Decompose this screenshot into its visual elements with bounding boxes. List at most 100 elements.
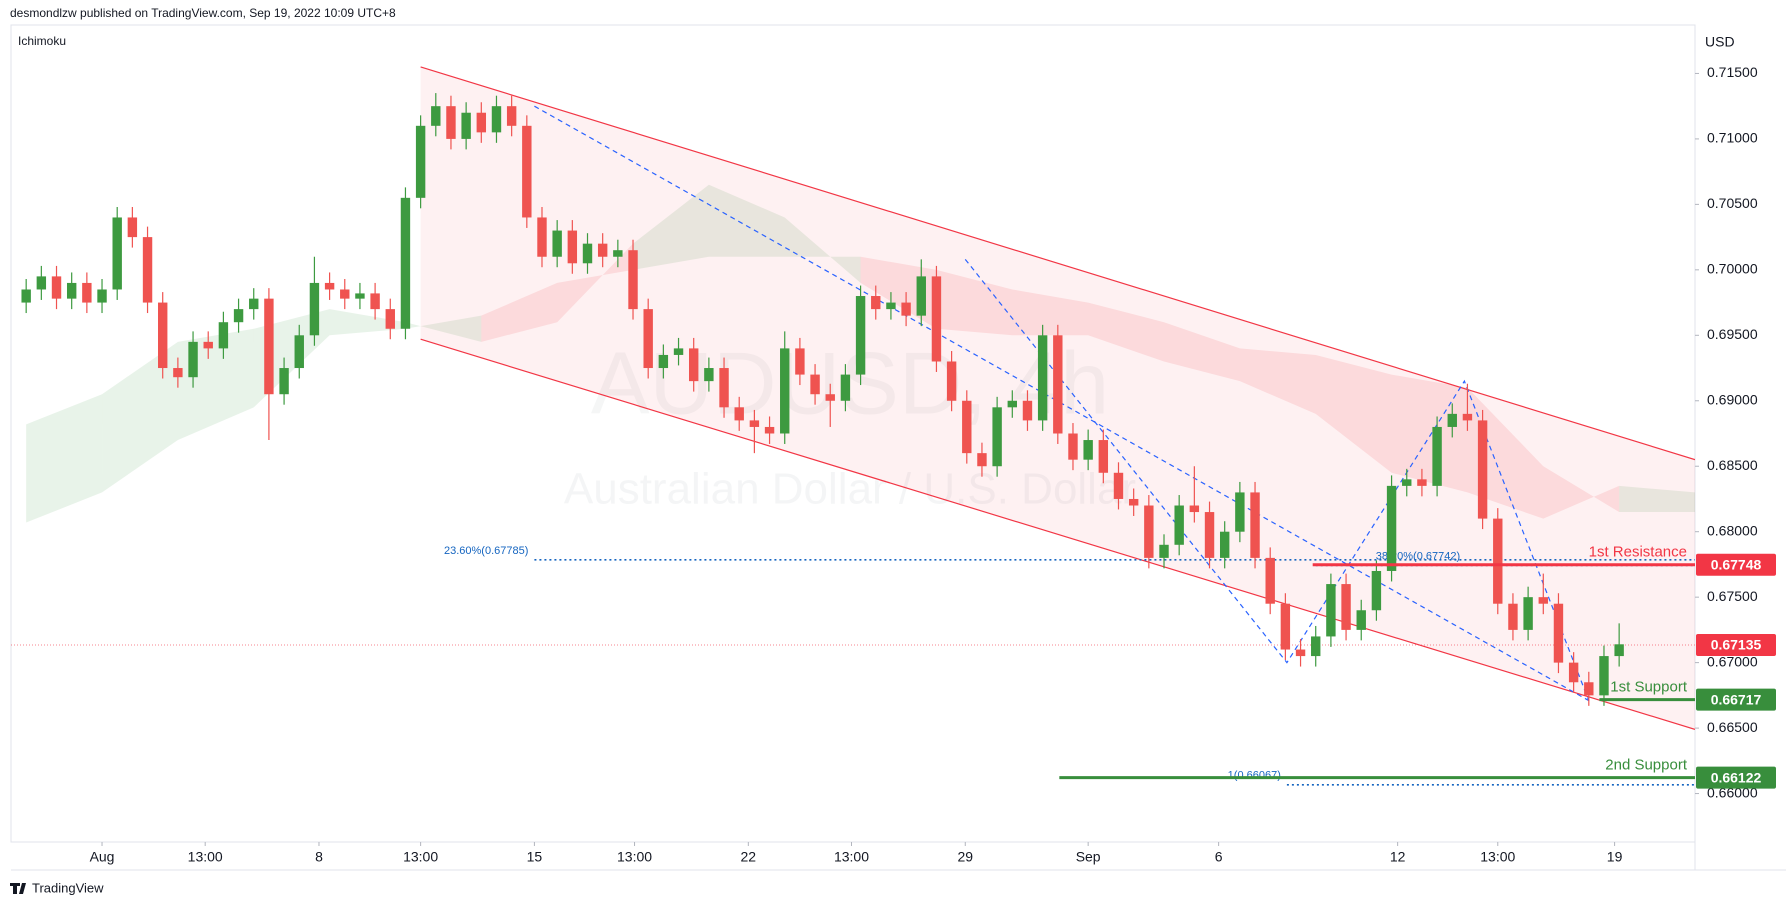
- ichimoku-cloud: [481, 282, 558, 342]
- y-tick-label: 0.70000: [1707, 261, 1758, 277]
- candle-body: [1235, 492, 1245, 532]
- candle-body: [370, 293, 380, 310]
- candle-body: [51, 276, 62, 299]
- price-box-label: 0.66122: [1711, 769, 1762, 785]
- candle-body: [1128, 498, 1139, 506]
- candle-body: [218, 322, 229, 349]
- candle-body: [309, 282, 320, 336]
- candle-body: [855, 296, 866, 375]
- level-label: 2nd Support: [1605, 757, 1688, 774]
- candle-body: [491, 106, 502, 133]
- candle-body: [1098, 440, 1109, 473]
- candle-body: [946, 361, 957, 401]
- candle-body: [476, 112, 487, 133]
- candle-body: [1402, 479, 1412, 486]
- y-tick-label: 0.69500: [1707, 326, 1758, 342]
- ichimoku-cloud: [708, 184, 785, 257]
- x-tick-label: 13:00: [188, 849, 223, 865]
- ichimoku-cloud: [1012, 289, 1089, 336]
- y-tick-label: 0.68000: [1707, 522, 1758, 538]
- candle-body: [931, 276, 942, 362]
- candle-body: [1417, 479, 1427, 486]
- candle-body: [1462, 413, 1473, 421]
- candle-body: [871, 296, 881, 310]
- price-box: [1696, 688, 1776, 711]
- candle-body: [1265, 557, 1275, 604]
- y-tick-label: 0.70500: [1707, 195, 1758, 211]
- candle-body: [537, 217, 547, 257]
- level-label: 1st Support: [1610, 679, 1688, 696]
- candle-body: [112, 217, 122, 290]
- candle-body: [324, 282, 335, 290]
- candle-body: [597, 243, 608, 257]
- fib-label: 1(0.66067): [1228, 770, 1281, 782]
- candle-body: [1053, 335, 1063, 434]
- ichimoku-cloud: [1164, 322, 1240, 382]
- candle-body: [1295, 649, 1306, 657]
- candle-body: [1371, 570, 1382, 611]
- y-tick-label: 0.67500: [1707, 588, 1758, 604]
- y-tick-label: 0.68500: [1707, 457, 1758, 473]
- y-tick-label: 0.71500: [1707, 64, 1758, 80]
- candle-body: [840, 374, 851, 401]
- price-box: [1696, 766, 1776, 789]
- candle-body: [233, 309, 244, 323]
- candle-body: [66, 282, 77, 299]
- plot-area: AUDUSD, 4h Australian Dollar / U.S. Doll…: [11, 66, 1695, 786]
- candle-body: [992, 407, 1002, 467]
- candle-body: [1144, 505, 1154, 558]
- currency-label: USD: [1705, 34, 1735, 50]
- candle-body: [21, 289, 31, 303]
- candle-body: [188, 341, 198, 378]
- candle-body: [1219, 531, 1230, 558]
- candle-body: [1493, 518, 1503, 604]
- candle-body: [1508, 603, 1518, 630]
- candle-body: [719, 368, 729, 408]
- candle-body: [385, 309, 395, 329]
- candle-body: [916, 276, 926, 316]
- price-box-label: 0.67135: [1711, 637, 1762, 653]
- candle-body: [1174, 505, 1184, 545]
- ichimoku-cloud: [1239, 348, 1316, 414]
- candle-body: [1113, 472, 1124, 499]
- candle-body: [97, 289, 107, 303]
- candle-body: [1477, 420, 1488, 519]
- candle-body: [415, 125, 426, 198]
- candle-body: [1159, 544, 1169, 558]
- candle-body: [704, 368, 714, 382]
- candle-body: [552, 230, 562, 257]
- candle-body: [810, 374, 820, 395]
- candle-body: [1007, 400, 1018, 408]
- price-box-label: 0.66717: [1711, 691, 1762, 707]
- candle-body: [142, 237, 153, 303]
- header: desmondlzw published on TradingView.com,…: [10, 6, 396, 20]
- candle-body: [173, 368, 183, 378]
- fib-label: 38.20%(0.67742): [1376, 550, 1460, 562]
- x-tick-label: 15: [527, 849, 543, 865]
- candle-body: [673, 348, 684, 355]
- x-tick-label: 22: [741, 849, 757, 865]
- candle-body: [1326, 584, 1336, 637]
- indicator-label: Ichimoku: [18, 34, 66, 48]
- x-tick-label: 8: [315, 849, 323, 865]
- candle-body: [1280, 603, 1291, 650]
- candle-body: [1432, 426, 1442, 486]
- candle-body: [506, 106, 517, 126]
- candle-body: [1386, 485, 1397, 571]
- candle-body: [446, 106, 456, 139]
- ichimoku-cloud: [557, 243, 634, 323]
- candle-body: [1311, 636, 1321, 657]
- candle-body: [1189, 505, 1200, 513]
- candle-body: [1083, 440, 1093, 460]
- footer: TradingView: [32, 880, 104, 895]
- x-tick-label: 13:00: [617, 849, 652, 865]
- candle-body: [127, 217, 138, 238]
- candle-body: [613, 250, 623, 257]
- logo-icon: [10, 883, 26, 894]
- price-box-label: 0.67748: [1711, 556, 1762, 572]
- fib-label: 23.60%(0.67785): [444, 545, 528, 557]
- candle-body: [582, 243, 593, 264]
- y-tick-label: 0.67000: [1707, 653, 1758, 669]
- channel-upper: [420, 66, 1695, 461]
